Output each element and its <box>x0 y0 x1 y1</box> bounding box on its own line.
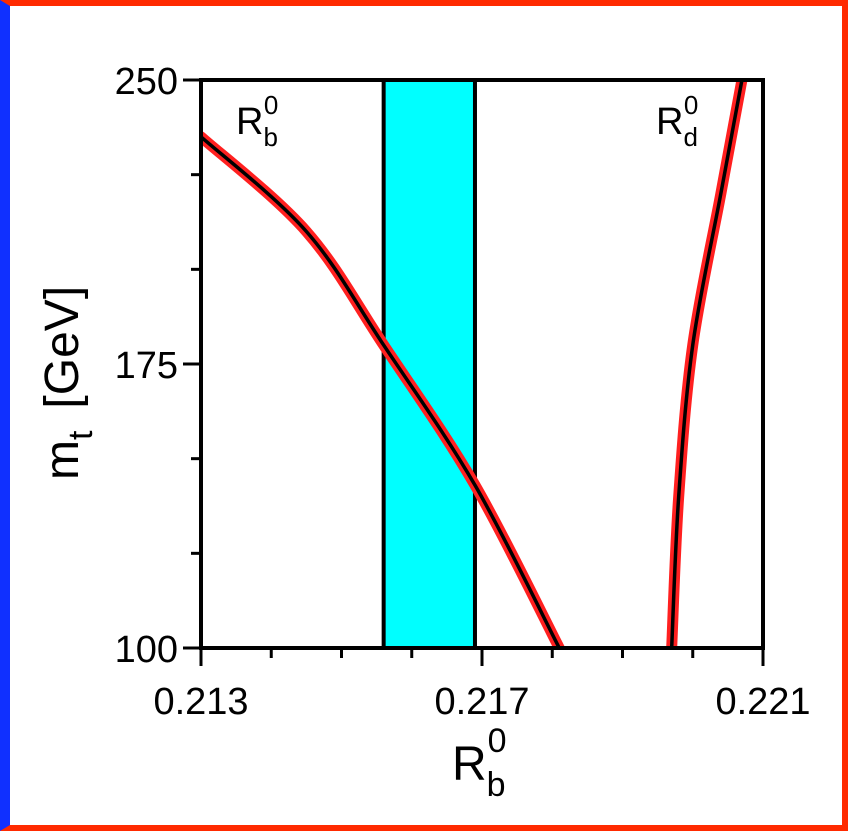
x-tick-label: 0.217 <box>434 681 529 723</box>
y-tick-label: 100 <box>115 629 178 671</box>
y-tick-label: 175 <box>115 345 178 387</box>
series-0-uncertainty-band <box>201 131 565 648</box>
x-tick-label: 0.221 <box>715 681 810 723</box>
series-0-line <box>201 135 561 648</box>
x-tick-label: 0.213 <box>153 681 248 723</box>
x-axis-label: Rb0 <box>452 722 507 804</box>
y-tick-label: 250 <box>115 61 178 103</box>
y-axis-label: mt[GeV] <box>36 286 100 480</box>
series-1-uncertainty-band <box>666 80 748 648</box>
series-label-rb: Rb0 <box>236 90 278 152</box>
series-label-rd: Rd0 <box>656 90 698 152</box>
series-1-line <box>669 80 744 648</box>
